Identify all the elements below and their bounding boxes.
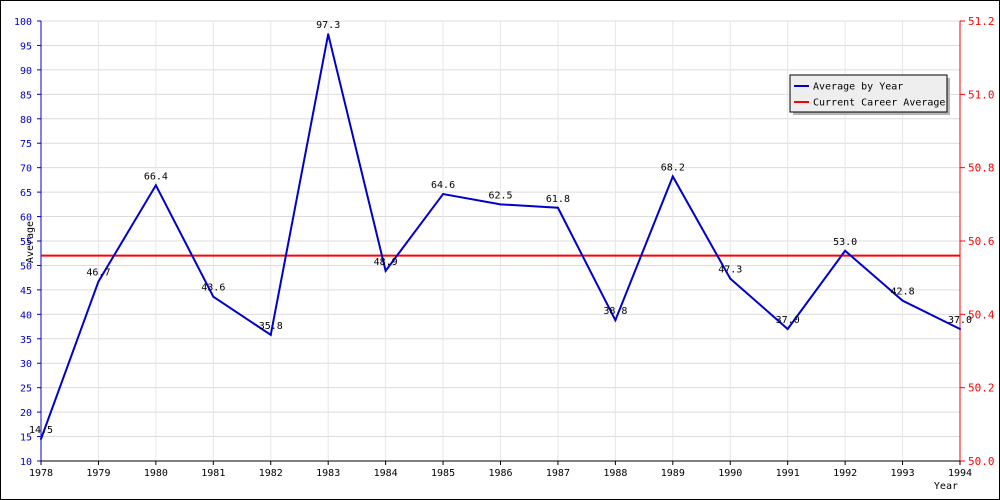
x-axis-title: Year	[934, 481, 958, 492]
left-tick-label-20: 20	[20, 408, 32, 419]
left-tick-label-10: 10	[20, 457, 32, 468]
left-tick-label-25: 25	[20, 384, 32, 395]
data-label-1992: 53.0	[833, 237, 857, 248]
x-tick-label-1989: 1989	[661, 468, 685, 479]
y-axis-title: Average	[25, 221, 36, 263]
x-axis-ticks: 1978 1979 1980 1981 1982 1983 1984 1985 1986 1987…	[29, 461, 972, 479]
left-tick-label-35: 35	[20, 335, 32, 346]
data-point-1989	[671, 175, 674, 178]
left-tick-label-60: 60	[20, 213, 32, 224]
data-label-1993: 42.8	[891, 287, 915, 298]
x-tick-label-1981: 1981	[201, 468, 225, 479]
data-label-1982: 35.8	[259, 321, 283, 332]
data-point-1990	[729, 277, 732, 280]
data-label-1978: 14.5	[29, 425, 53, 436]
x-tick-label-1979: 1979	[86, 468, 110, 479]
left-tick-label-55: 55	[20, 237, 32, 248]
data-labels: 14.5 46.7 66.4 43.6 35.8 97.3 48.9 64.6 62.5 61.8…	[29, 20, 972, 436]
right-tick-label-50.4: 50.4	[968, 308, 995, 321]
left-axis-ticks: 10 15 20 25 30 35 40 45 50 55 60 65 70 75 80 85 90 95 100	[14, 17, 41, 468]
legend: Average by Year Current Career Average	[789, 74, 950, 115]
data-label-1986: 62.5	[488, 190, 512, 201]
data-label-1985: 64.6	[431, 180, 455, 191]
data-point-1984	[384, 269, 387, 272]
left-tick-label-45: 45	[20, 286, 32, 297]
data-label-1989: 68.2	[661, 162, 685, 173]
left-tick-label-85: 85	[20, 90, 32, 101]
x-tick-label-1980: 1980	[144, 468, 168, 479]
data-point-1992	[844, 249, 847, 252]
left-tick-label-40: 40	[20, 310, 32, 321]
left-tick-label-65: 65	[20, 188, 32, 199]
legend-label-career-average: Current Career Average	[813, 98, 945, 109]
right-tick-label-50.0: 50.0	[968, 455, 995, 468]
data-point-1985	[442, 193, 445, 196]
right-tick-label-50.2: 50.2	[968, 382, 995, 395]
data-label-1983: 97.3	[316, 20, 340, 31]
data-label-1994: 37.0	[948, 315, 972, 326]
series-layer	[40, 33, 961, 440]
data-point-1982	[269, 333, 272, 336]
data-point-1981	[212, 295, 215, 298]
data-point-1979	[97, 280, 100, 283]
legend-box	[789, 74, 948, 113]
left-tick-label-75: 75	[20, 139, 32, 150]
data-point-1978	[40, 438, 42, 440]
left-tick-label-50: 50	[20, 261, 32, 272]
x-tick-label-1984: 1984	[374, 468, 398, 479]
x-tick-label-1986: 1986	[488, 468, 512, 479]
data-point-1983	[327, 33, 330, 36]
data-label-1987: 61.8	[546, 194, 570, 205]
left-tick-label-70: 70	[20, 164, 32, 175]
x-tick-label-1988: 1988	[603, 468, 627, 479]
data-label-1991: 37.0	[776, 315, 800, 326]
right-tick-label-51.2: 51.2	[968, 15, 995, 28]
data-label-1984: 48.9	[374, 257, 398, 268]
left-tick-label-15: 15	[20, 433, 32, 444]
data-label-1981: 43.6	[201, 283, 225, 294]
x-tick-label-1978: 1978	[29, 468, 53, 479]
data-label-1990: 47.3	[718, 265, 742, 276]
data-point-1987	[556, 206, 559, 209]
left-tick-label-95: 95	[20, 41, 32, 52]
x-tick-label-1983: 1983	[316, 468, 340, 479]
left-tick-label-80: 80	[20, 115, 32, 126]
right-axis-ticks: 50.0 50.2 50.4 50.6 50.8 51.0 51.2	[960, 15, 995, 468]
right-tick-label-50.6: 50.6	[968, 235, 995, 248]
x-tick-label-1993: 1993	[891, 468, 915, 479]
x-tick-label-1987: 1987	[546, 468, 570, 479]
data-point-1994	[959, 328, 961, 330]
data-label-1980: 66.4	[144, 171, 168, 182]
right-tick-label-51.0: 51.0	[968, 88, 995, 101]
data-point-1993	[901, 299, 904, 302]
data-label-1979: 46.7	[86, 268, 110, 279]
data-label-1988: 38.8	[603, 306, 627, 317]
data-point-1988	[614, 319, 617, 322]
x-tick-label-1992: 1992	[833, 468, 857, 479]
x-tick-label-1985: 1985	[431, 468, 455, 479]
legend-label-average-by-year: Average by Year	[813, 82, 903, 93]
left-tick-label-100: 100	[14, 17, 32, 28]
right-tick-label-50.8: 50.8	[968, 162, 995, 175]
left-tick-label-30: 30	[20, 359, 32, 370]
data-point-1980	[154, 184, 157, 187]
left-tick-label-90: 90	[20, 66, 32, 77]
x-tick-label-1990: 1990	[718, 468, 742, 479]
data-point-1986	[499, 203, 502, 206]
x-tick-label-1991: 1991	[776, 468, 800, 479]
x-tick-label-1994: 1994	[948, 468, 972, 479]
x-tick-label-1982: 1982	[259, 468, 283, 479]
data-point-1991	[786, 328, 789, 330]
